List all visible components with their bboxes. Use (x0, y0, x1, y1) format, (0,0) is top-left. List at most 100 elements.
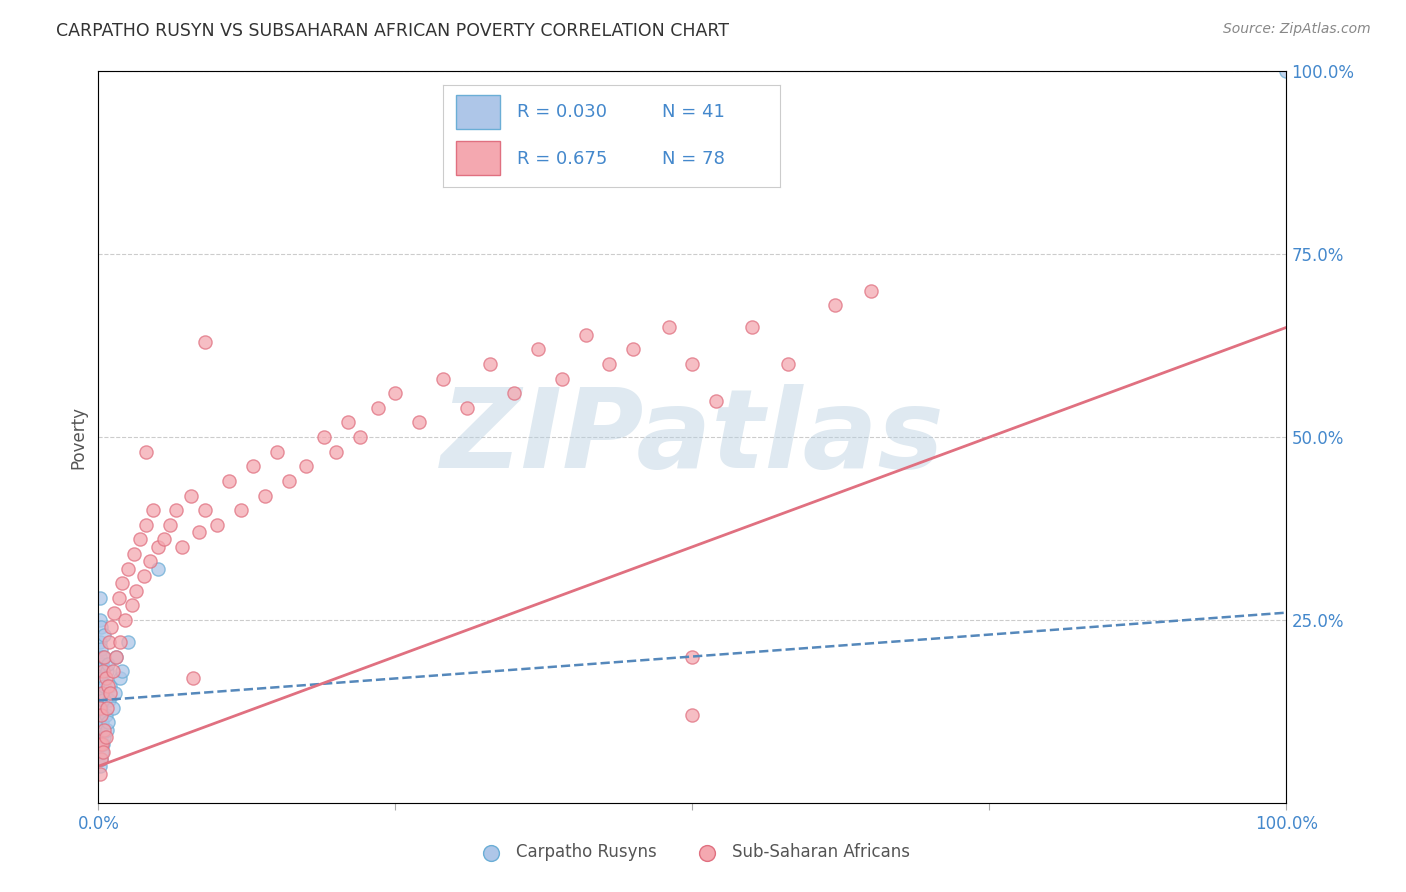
Point (90, 708, 112, 723)
Text: R = 0.030: R = 0.030 (517, 103, 607, 121)
Point (314, 430, 336, 444)
FancyBboxPatch shape (457, 95, 501, 128)
Point (183, 672, 205, 686)
Point (90, 752, 112, 766)
Point (859, 284, 882, 298)
Point (90, 620, 112, 634)
Point (527, 343, 550, 357)
Point (89, 591, 111, 605)
Point (242, 459, 264, 474)
Point (91, 745, 114, 759)
Point (89, 635, 111, 649)
Point (277, 474, 299, 488)
Point (776, 357, 799, 371)
Point (96, 700, 118, 714)
Point (479, 357, 502, 371)
Point (704, 393, 727, 408)
Point (295, 459, 318, 474)
Point (121, 599, 143, 613)
Point (89, 737, 111, 751)
Text: Source: ZipAtlas.com: Source: ZipAtlas.com (1223, 22, 1371, 37)
Point (91, 686, 114, 700)
Text: R = 0.675: R = 0.675 (517, 150, 607, 168)
Point (89, 759, 111, 773)
Point (117, 562, 139, 576)
Point (89, 613, 111, 627)
Point (97, 657, 120, 671)
Point (135, 517, 157, 532)
Point (89, 700, 111, 714)
Text: N = 41: N = 41 (662, 103, 725, 121)
Point (152, 533, 174, 547)
Point (101, 664, 124, 678)
Point (367, 401, 389, 415)
Point (98, 686, 121, 700)
Point (104, 686, 127, 700)
Point (91, 737, 114, 751)
Point (111, 576, 134, 591)
Point (146, 540, 169, 554)
Point (325, 444, 347, 458)
Point (129, 533, 152, 547)
Point (108, 635, 131, 649)
Text: ZIPatlas: ZIPatlas (440, 384, 945, 491)
Point (91, 664, 114, 678)
Text: N = 78: N = 78 (662, 150, 725, 168)
Point (266, 444, 288, 458)
Point (107, 591, 129, 605)
Point (682, 708, 704, 723)
Point (456, 401, 478, 415)
Point (165, 503, 187, 517)
Point (105, 649, 128, 664)
Point (111, 664, 134, 678)
Point (91, 686, 114, 700)
Point (90, 730, 112, 744)
Point (93, 649, 115, 664)
Point (658, 320, 681, 334)
Point (96, 723, 118, 737)
Point (551, 371, 574, 385)
Point (90, 642, 112, 657)
Point (100, 620, 122, 634)
Point (598, 357, 620, 371)
Point (741, 320, 763, 334)
Point (229, 503, 252, 517)
Point (97, 679, 120, 693)
Point (138, 554, 160, 568)
FancyBboxPatch shape (457, 141, 501, 175)
Point (93, 723, 115, 737)
Point (89, 649, 111, 664)
Point (180, 489, 202, 503)
Point (89, 766, 111, 780)
Point (114, 613, 136, 627)
Point (159, 517, 181, 532)
Point (103, 606, 125, 620)
Point (194, 503, 217, 517)
Point (94, 730, 117, 744)
Point (574, 327, 596, 342)
Point (682, 357, 704, 371)
Point (93, 730, 115, 744)
Point (94, 708, 117, 723)
Point (98, 693, 121, 707)
Legend: Carpatho Rusyns, Sub-Saharan Africans: Carpatho Rusyns, Sub-Saharan Africans (468, 837, 917, 868)
Point (89, 708, 111, 723)
Point (503, 386, 526, 401)
Point (408, 416, 430, 430)
Point (132, 569, 155, 583)
Point (170, 540, 193, 554)
Point (117, 635, 139, 649)
Point (621, 343, 644, 357)
Point (91, 649, 114, 664)
Point (93, 679, 115, 693)
Point (90, 752, 112, 766)
Point (89, 686, 111, 700)
Point (90, 672, 112, 686)
Point (682, 649, 704, 664)
Point (336, 416, 359, 430)
Point (432, 371, 454, 385)
Point (1275, 64, 1298, 78)
Point (824, 298, 846, 312)
Point (384, 386, 406, 401)
Point (89, 737, 111, 751)
